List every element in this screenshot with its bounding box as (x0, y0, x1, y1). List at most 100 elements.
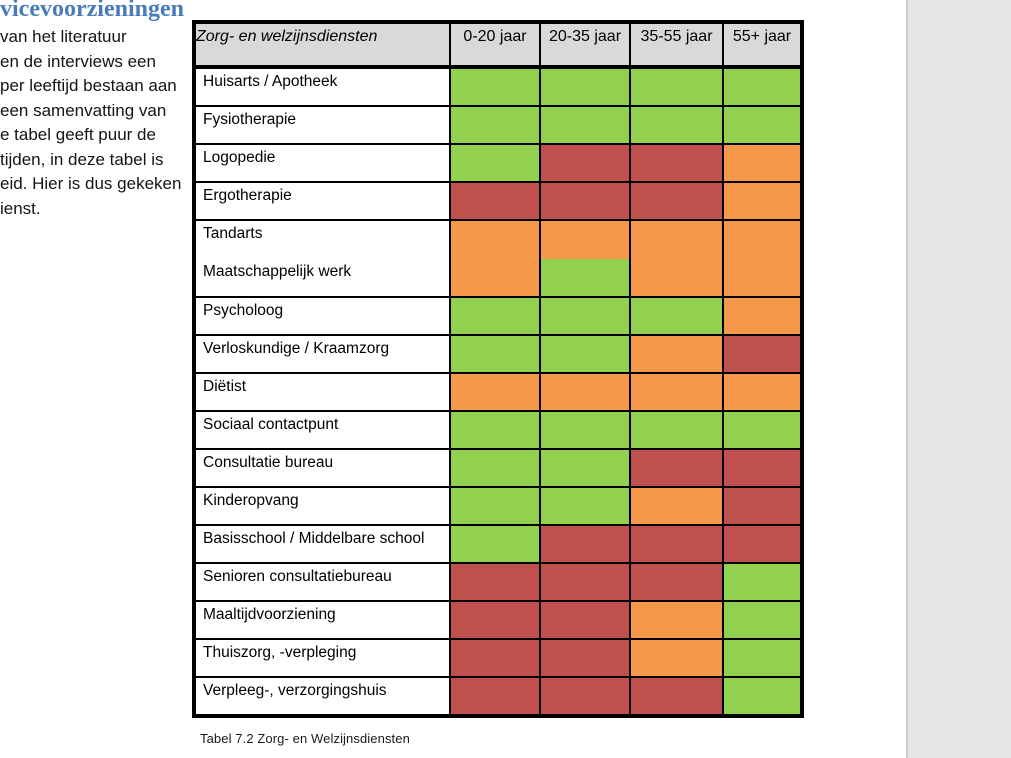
status-cell (449, 66, 541, 107)
table-row: Thuiszorg, -verpleging (193, 638, 803, 678)
status-cell (722, 524, 803, 564)
status-cell (449, 181, 541, 221)
status-cell (629, 524, 724, 564)
table-row: Logopedie (193, 143, 803, 183)
status-cell (722, 105, 803, 145)
status-cell-half (542, 222, 628, 259)
paragraph-line: per leeftijd bestaan aan (0, 76, 177, 95)
row-label: Verpleeg-, verzorgingshuis (193, 676, 451, 717)
table-row: Kinderopvang (193, 486, 803, 526)
status-cell (629, 486, 724, 526)
row-label-text: Maaltijdvoorziening (203, 606, 336, 623)
body-paragraph: van het literatuur en de interviews een pe… (0, 25, 190, 221)
row-label: Diëtist (193, 372, 451, 412)
status-cell (539, 105, 631, 145)
status-cell (629, 181, 724, 221)
row-label: Ergotherapie (193, 181, 451, 221)
paragraph-line: e tabel geeft puur de (0, 125, 156, 144)
table-row: Diëtist (193, 372, 803, 412)
row-label-text: Consultatie bureau (203, 454, 334, 471)
status-cell (539, 219, 631, 298)
row-label: Fysiotherapie (193, 105, 451, 145)
table-title: Zorg- en welzijnsdiensten (193, 21, 451, 69)
status-cell (449, 296, 541, 336)
row-label-text: Psycholoog (203, 302, 284, 319)
status-cell (449, 372, 541, 412)
status-cell (539, 638, 631, 678)
left-text-column: vicevoorzieningen van het literatuur en d… (0, 0, 190, 300)
paragraph-line: een samenvatting van (0, 100, 167, 120)
status-cell (722, 296, 803, 336)
status-cell (449, 105, 541, 145)
status-cell (539, 410, 631, 450)
status-cell (449, 676, 541, 717)
status-cell (539, 600, 631, 640)
row-label-text: Senioren consultatiebureau (203, 568, 392, 585)
status-cell (449, 600, 541, 640)
table-row: Tandarts Maatschappelijk werk (193, 219, 803, 298)
row-label-text: Tandarts (203, 225, 263, 242)
status-cell (722, 219, 803, 298)
status-cell (629, 143, 724, 183)
row-label-text: Verpleeg-, verzorgingshuis (203, 682, 387, 699)
row-label: Sociaal contactpunt (193, 410, 451, 450)
row-label: Tandarts Maatschappelijk werk (193, 219, 451, 298)
row-label-text: Huisarts / Apotheek (203, 73, 338, 90)
status-cell (449, 334, 541, 374)
row-label: Maaltijdvoorziening (193, 600, 451, 640)
row-label-text: Basisschool / Middelbare school (203, 530, 425, 547)
status-cell (629, 410, 724, 450)
status-cell (629, 296, 724, 336)
table-row: Psycholoog (193, 296, 803, 336)
status-cell (629, 334, 724, 374)
row-label-text: Maatschappelijk werk (203, 263, 352, 280)
viewer-background (906, 0, 1011, 758)
table-row: Consultatie bureau (193, 448, 803, 488)
services-table-wrap: Zorg- en welzijnsdiensten 0-20 jaar 20-35… (192, 20, 804, 746)
status-cell (449, 524, 541, 564)
status-cell (449, 638, 541, 678)
status-cell (629, 448, 724, 488)
row-label-text: Diëtist (203, 378, 247, 395)
status-cell (722, 562, 803, 602)
paragraph-line: en de interviews een (0, 51, 156, 71)
status-cell (722, 334, 803, 374)
paragraph-line: eid. Hier is dus gekeken (0, 174, 182, 193)
status-cell (539, 296, 631, 336)
status-cell (722, 676, 803, 717)
row-label: Senioren consultatiebureau (193, 562, 451, 602)
status-cell (722, 600, 803, 640)
status-cell (722, 486, 803, 526)
row-label-text: Ergotherapie (203, 187, 292, 204)
status-cell (539, 181, 631, 221)
table-row: Ergotherapie (193, 181, 803, 221)
row-label: Consultatie bureau (193, 448, 451, 488)
status-cell (629, 219, 724, 298)
row-label-text: Kinderopvang (203, 492, 299, 509)
status-cell (629, 638, 724, 678)
table-row: Verloskundige / Kraamzorg (193, 334, 803, 374)
status-cell (539, 143, 631, 183)
table-row: Huisarts / Apotheek (193, 66, 803, 107)
row-label: Thuiszorg, -verpleging (193, 638, 451, 678)
table-row: Senioren consultatiebureau (193, 562, 803, 602)
status-cell (629, 372, 724, 412)
status-cell (449, 410, 541, 450)
column-header: 35-55 jaar (629, 21, 724, 69)
status-cell (722, 66, 803, 107)
status-cell (722, 143, 803, 183)
column-header: 0-20 jaar (449, 21, 541, 69)
status-cell (539, 676, 631, 717)
row-label-text: Logopedie (203, 149, 276, 166)
paragraph-line: van het literatuur (0, 27, 127, 46)
table-header-row: Zorg- en welzijnsdiensten 0-20 jaar 20-35… (193, 21, 803, 69)
row-label: Logopedie (193, 143, 451, 183)
status-cell-half (542, 258, 628, 295)
column-header: 55+ jaar (722, 21, 803, 69)
status-cell (449, 219, 541, 298)
status-cell (539, 372, 631, 412)
row-label: Huisarts / Apotheek (193, 66, 451, 107)
status-cell (449, 448, 541, 488)
status-cell (722, 638, 803, 678)
status-cell (629, 562, 724, 602)
